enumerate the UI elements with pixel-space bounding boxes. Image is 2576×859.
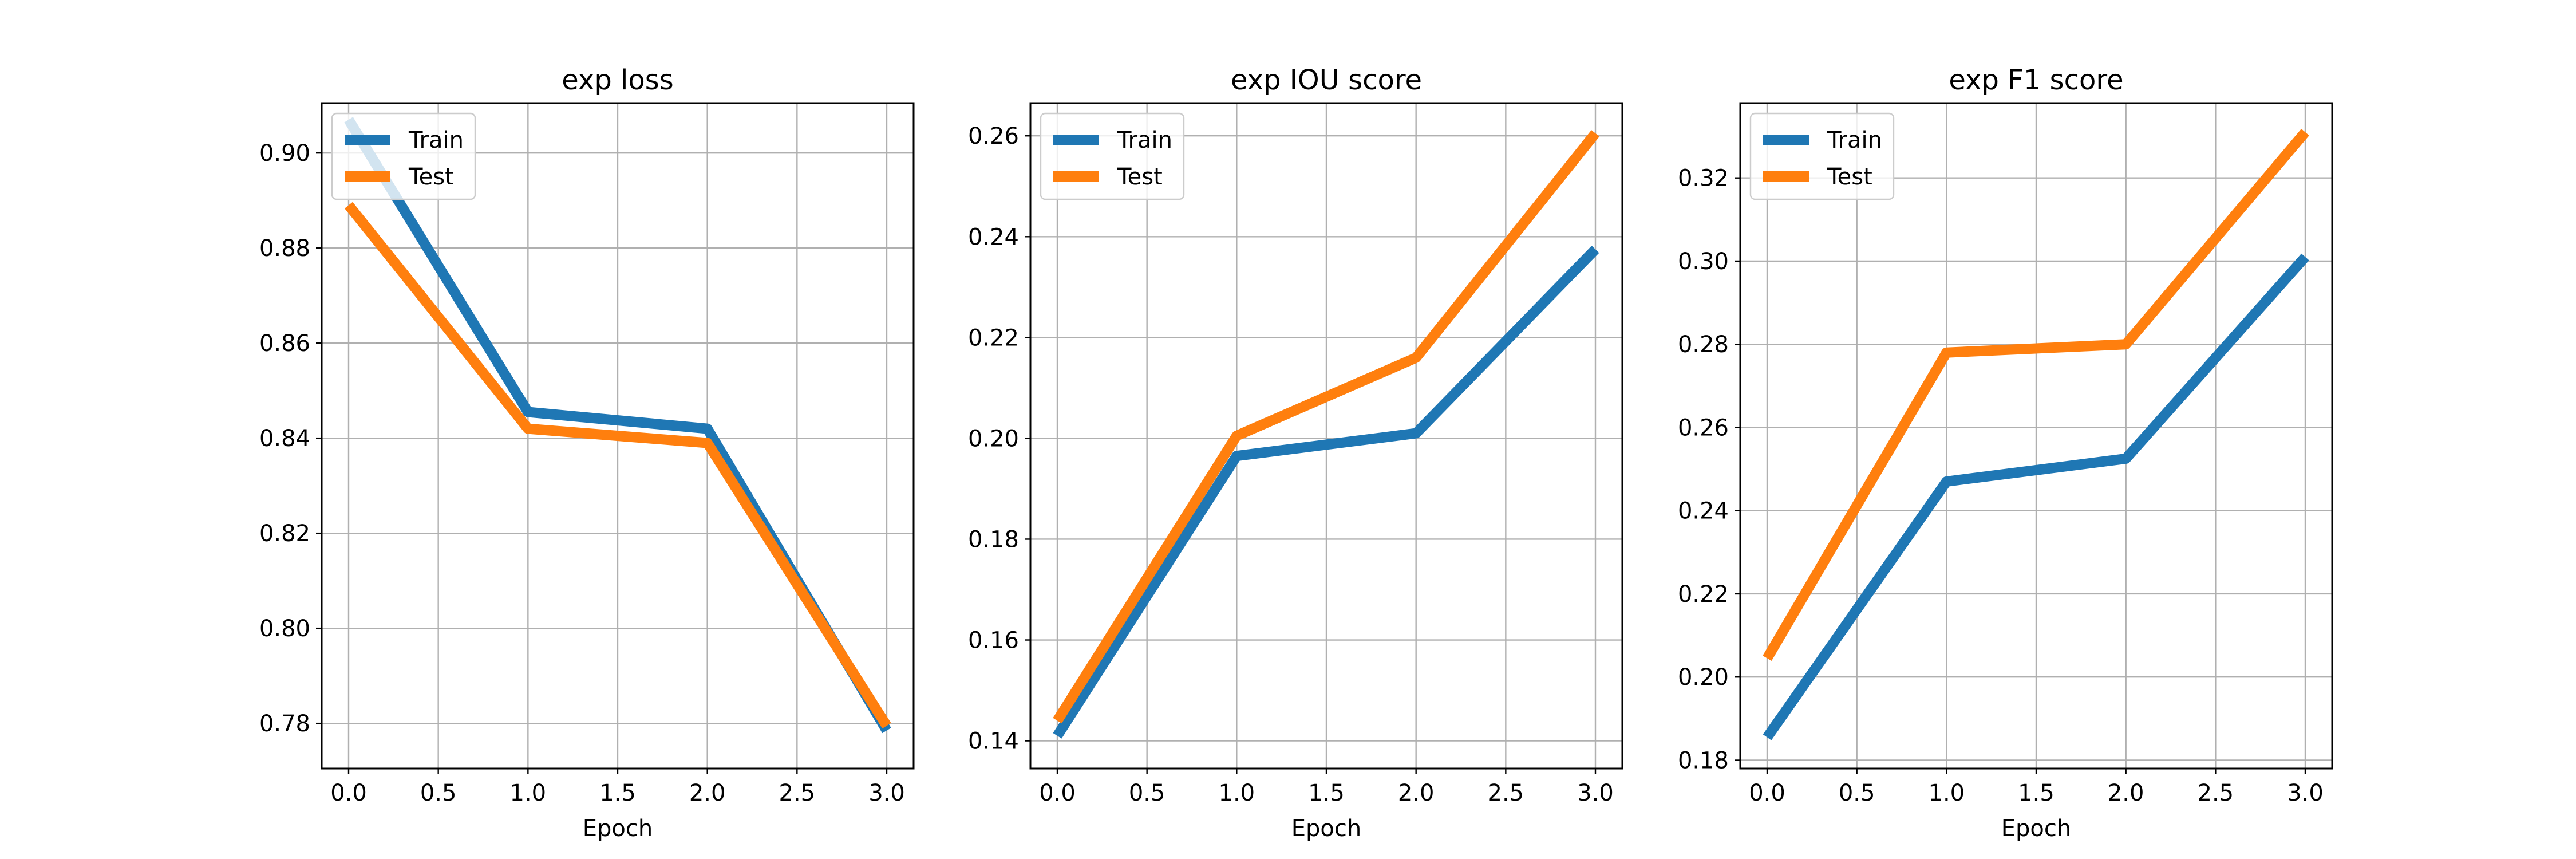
x-tick-label: 1.0 — [1929, 780, 1965, 806]
x-tick-label: 0.5 — [420, 780, 457, 806]
legend-label-train: Train — [1827, 127, 1882, 153]
legend: Train Test — [331, 112, 476, 200]
x-tick-label: 3.0 — [868, 780, 905, 806]
chart-title: exp IOU score — [1231, 64, 1422, 96]
y-tick-label: 0.32 — [1678, 166, 1729, 192]
chart-title: exp F1 score — [1949, 64, 2123, 96]
series-line-train — [1053, 246, 1599, 739]
x-tick-label: 1.5 — [599, 780, 636, 806]
x-tick-label: 2.5 — [779, 780, 816, 806]
y-tick-label: 0.30 — [1678, 249, 1729, 275]
x-tick-label: 0.5 — [1839, 780, 1875, 806]
y-tick-label: 0.24 — [968, 224, 1019, 250]
y-tick-label: 0.82 — [259, 521, 310, 547]
y-tick-label: 0.80 — [259, 616, 310, 642]
legend: Train Test — [1749, 112, 1895, 200]
y-tick-label: 0.20 — [1678, 664, 1729, 691]
subplot-f1: 0.0 0.5 1.0 1.5 2.0 2.5 3.0 0.18 0.20 0.22 0.24 0.2… — [1678, 64, 2333, 842]
y-tick-label: 0.28 — [1678, 332, 1729, 358]
x-tick-label: 0.0 — [1749, 780, 1785, 806]
y-tick-label: 0.16 — [968, 628, 1019, 654]
legend-label-test: Test — [1117, 164, 1163, 190]
chart-title: exp loss — [562, 64, 674, 96]
x-tick-label: 0.5 — [1129, 780, 1165, 806]
y-tick-label: 0.18 — [1678, 747, 1729, 774]
x-tick-label: 2.0 — [1398, 780, 1435, 806]
x-tick-label: 1.0 — [1219, 780, 1255, 806]
legend-label-test: Test — [408, 164, 454, 190]
legend-label-test: Test — [1827, 164, 1872, 190]
x-tick-label: 0.0 — [1039, 780, 1076, 806]
y-tick-label: 0.18 — [968, 526, 1019, 553]
x-tick-label: 3.0 — [1577, 780, 1614, 806]
y-tick-label: 0.90 — [259, 140, 310, 167]
legend: Train Test — [1040, 112, 1185, 200]
x-tick-label: 2.0 — [689, 780, 726, 806]
series-line-test — [1053, 130, 1600, 724]
y-tick-label: 0.22 — [1678, 581, 1729, 608]
x-tick-label: 2.0 — [2108, 780, 2144, 806]
y-tick-label: 0.24 — [1678, 498, 1729, 525]
y-tick-label: 0.26 — [1678, 415, 1729, 441]
subplot-iou: 0.0 0.5 1.0 1.5 2.0 2.5 3.0 0.14 0.16 0.18 0.20 0.2… — [968, 64, 1623, 842]
y-tick-label: 0.78 — [259, 711, 310, 737]
y-tick-label: 0.26 — [968, 123, 1019, 149]
y-tick-label: 0.22 — [968, 325, 1019, 351]
legend-label-train: Train — [408, 127, 464, 153]
x-tick-label: 0.0 — [330, 780, 367, 806]
x-tick-label: 1.5 — [1308, 780, 1345, 806]
y-tick-label: 0.88 — [259, 235, 310, 262]
legend-label-train: Train — [1117, 127, 1172, 153]
x-axis-label: Epoch — [1291, 815, 1361, 842]
subplot-loss: 0.0 0.5 1.0 1.5 2.0 2.5 3.0 0.78 0.80 0.82 0.84 0.8… — [259, 64, 915, 842]
x-tick-label: 1.0 — [510, 780, 547, 806]
x-tick-label: 2.5 — [1488, 780, 1524, 806]
series-line-test — [344, 202, 891, 729]
series-line-test — [1763, 128, 2309, 661]
x-axis-label: Epoch — [583, 815, 653, 842]
y-tick-label: 0.86 — [259, 330, 310, 357]
x-axis-label: Epoch — [2001, 815, 2071, 842]
x-tick-label: 1.5 — [2018, 780, 2055, 806]
y-tick-label: 0.20 — [968, 425, 1019, 452]
y-tick-label: 0.14 — [968, 728, 1019, 755]
series-line-train — [1763, 253, 2309, 740]
x-tick-label: 2.5 — [2198, 780, 2234, 806]
y-tick-label: 0.84 — [259, 425, 310, 452]
x-tick-label: 3.0 — [2287, 780, 2324, 806]
